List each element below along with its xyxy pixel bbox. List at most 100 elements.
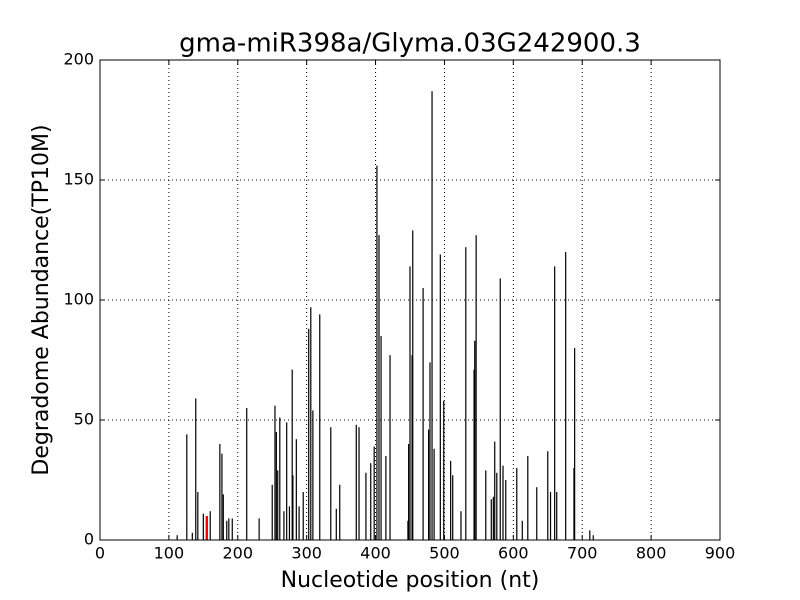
bar xyxy=(428,429,430,540)
bar xyxy=(516,468,518,540)
bar xyxy=(475,235,477,540)
bar xyxy=(407,520,409,540)
bar xyxy=(186,434,188,540)
bar xyxy=(219,444,221,540)
x-tick-label: 300 xyxy=(291,544,322,563)
bar xyxy=(499,278,501,540)
bar xyxy=(358,427,360,540)
bar xyxy=(422,288,424,540)
y-tick-label: 50 xyxy=(74,410,94,429)
bar xyxy=(589,530,591,540)
bar xyxy=(565,252,567,540)
bar xyxy=(191,532,193,540)
bar xyxy=(370,463,372,540)
bar xyxy=(429,362,431,540)
bar xyxy=(288,506,291,540)
bar xyxy=(592,535,594,540)
plot-frame xyxy=(99,59,721,541)
bar xyxy=(310,307,312,540)
bar xyxy=(474,340,476,540)
x-tick-label: 200 xyxy=(223,544,254,563)
bar xyxy=(176,535,178,540)
x-tick-label: 400 xyxy=(360,544,391,563)
bar xyxy=(226,520,228,540)
bar xyxy=(283,511,285,540)
bar xyxy=(536,487,538,540)
bar xyxy=(365,472,367,540)
y-tick-label: 100 xyxy=(63,290,94,309)
bar xyxy=(339,484,341,540)
bar xyxy=(286,422,288,540)
bar xyxy=(465,247,467,540)
bar xyxy=(450,460,452,540)
bar xyxy=(496,472,498,540)
bar xyxy=(312,410,314,540)
bar xyxy=(490,499,492,540)
bar xyxy=(231,518,233,540)
bar xyxy=(308,328,310,540)
bar xyxy=(292,475,294,540)
bar xyxy=(574,348,576,540)
bar xyxy=(408,444,410,540)
bar xyxy=(527,456,529,540)
bar xyxy=(295,439,297,540)
bar xyxy=(547,451,549,540)
y-tick-label: 0 xyxy=(84,530,94,549)
bar xyxy=(485,470,487,540)
bar xyxy=(202,513,204,540)
bar xyxy=(195,398,197,540)
x-axis-label: Nucleotide position (nt) xyxy=(281,568,540,593)
x-tick-label: 700 xyxy=(567,544,598,563)
bar xyxy=(412,230,414,540)
bar xyxy=(549,492,552,540)
bar xyxy=(502,465,504,540)
bar xyxy=(505,480,507,540)
bar xyxy=(452,475,454,540)
bar xyxy=(378,235,380,540)
bar xyxy=(460,511,462,540)
bar xyxy=(389,355,391,540)
bar xyxy=(433,448,435,540)
bar xyxy=(330,427,332,540)
bar xyxy=(277,470,279,540)
bar xyxy=(492,496,494,540)
bar xyxy=(275,432,277,540)
x-tick-label: 900 xyxy=(705,544,736,563)
bar xyxy=(222,494,224,540)
bar xyxy=(197,492,199,540)
bar xyxy=(335,508,337,540)
bar xyxy=(355,424,357,540)
bar xyxy=(494,441,496,540)
bar xyxy=(258,518,260,540)
x-tick-label: 100 xyxy=(154,544,185,563)
bar xyxy=(228,518,230,540)
bar xyxy=(431,91,433,540)
bar xyxy=(409,266,411,540)
x-tick-label: 600 xyxy=(498,544,529,563)
bar xyxy=(385,456,387,540)
bar xyxy=(573,468,575,540)
bar xyxy=(291,369,293,540)
y-axis-label: Degradome Abundance(TP10M) xyxy=(29,124,54,475)
bar xyxy=(411,355,413,540)
bar xyxy=(473,369,475,540)
x-tick-label: 800 xyxy=(636,544,667,563)
bar xyxy=(271,484,273,540)
chart-title: gma-miR398a/Glyma.03G242900.3 xyxy=(179,29,641,59)
y-tick-label: 150 xyxy=(63,170,94,189)
bar xyxy=(521,520,523,540)
bar xyxy=(380,336,382,540)
bar xyxy=(302,492,304,540)
x-tick-label: 0 xyxy=(95,544,105,563)
bar xyxy=(221,453,223,540)
bar xyxy=(298,506,300,540)
bar xyxy=(443,400,445,540)
bar xyxy=(279,417,281,540)
bar xyxy=(554,266,556,540)
bar xyxy=(556,492,558,540)
bar xyxy=(376,165,378,540)
x-tick-label: 500 xyxy=(429,544,460,563)
highlight-bar xyxy=(205,516,208,540)
bar xyxy=(319,314,321,540)
